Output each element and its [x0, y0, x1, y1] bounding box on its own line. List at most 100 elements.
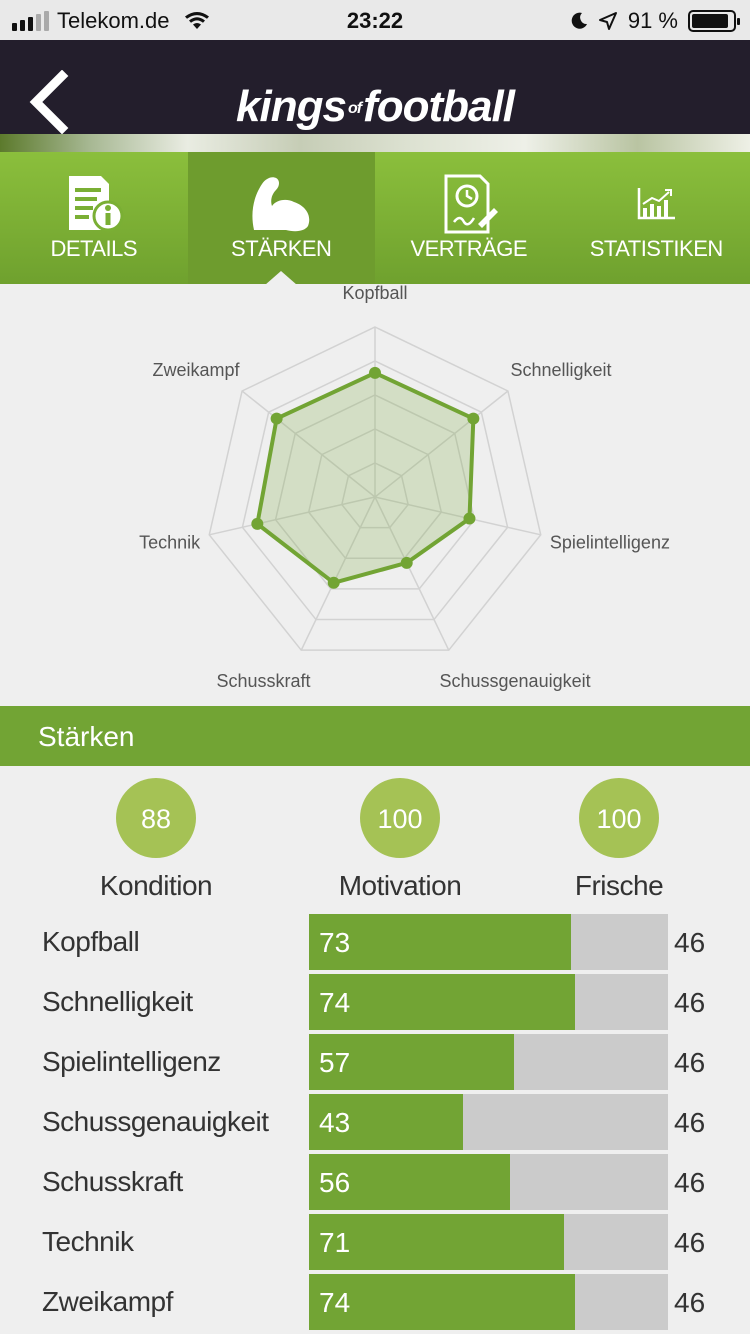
radar-axis-label-schusskraft: Schusskraft — [216, 671, 310, 691]
attribute-row-schnelligkeit: Schnelligkeit 74 46 — [0, 974, 750, 1030]
attribute-value: 74 — [319, 987, 351, 1018]
attribute-bar: 57 — [309, 1034, 668, 1090]
tab-vertraege-label: VERTRÄGE — [410, 236, 528, 261]
attribute-value: 43 — [319, 1107, 351, 1138]
grass-banner — [0, 134, 750, 152]
battery-fill — [692, 14, 729, 28]
radar-axis-label-technik: Technik — [139, 532, 201, 552]
radar-svg: Kopfball Schnelligkeit Spielintelligenz Sch… — [139, 284, 670, 691]
radar-axis-label-schussgenauigkeit: Schussgenauigkeit — [440, 671, 591, 691]
attribute-bar-fill — [309, 1274, 575, 1330]
moon-icon — [571, 12, 587, 29]
attribute-bar: 73 — [309, 914, 668, 970]
attribute-name: Kopfball — [42, 926, 140, 957]
wifi-icon — [184, 12, 209, 29]
tab-statistiken[interactable]: STATISTIKEN — [563, 152, 750, 284]
attribute-name: Schnelligkeit — [42, 986, 193, 1017]
attribute-max: 46 — [674, 1047, 706, 1078]
radar-labels: Kopfball Schnelligkeit Spielintelligenz Sch… — [139, 284, 670, 691]
attribute-max: 46 — [674, 1167, 706, 1198]
tab-details[interactable]: DETAILS — [0, 152, 188, 284]
radar-ring — [241, 360, 509, 621]
radar-point-schnelligkeit — [467, 412, 480, 425]
signal-icon — [12, 11, 49, 31]
tab-bar: DETAILS STÄRKEN VERTRÄGE STATISTIKEN — [0, 152, 750, 285]
attribute-bar-fill — [309, 914, 572, 970]
attribute-bar: 74 — [309, 974, 668, 1030]
attribute-value: 71 — [319, 1227, 351, 1258]
attribute-max: 46 — [674, 1287, 706, 1318]
logo-word-of: of — [347, 100, 362, 118]
attribute-value: 56 — [319, 1167, 351, 1198]
radar-point-schusskraft — [327, 576, 340, 589]
attribute-bar-fill — [309, 1094, 464, 1150]
summary-motivation: 100 Motivation — [280, 778, 520, 902]
radar-point-spielintelligenz — [463, 512, 476, 525]
attribute-bar: 56 — [309, 1154, 668, 1210]
attribute-bar: 71 — [309, 1214, 668, 1270]
tab-staerken[interactable]: STÄRKEN — [187, 152, 375, 285]
radar-ring — [274, 394, 476, 590]
attribute-value: 73 — [319, 927, 351, 958]
attribute-max: 46 — [674, 1107, 706, 1138]
statistics-chart-icon — [638, 188, 676, 220]
radar-grid — [208, 326, 542, 651]
radar-ring — [307, 428, 443, 560]
radar-series-area — [255, 370, 476, 585]
radar-axis-label-zweikampf: Zweikampf — [152, 360, 240, 380]
attribute-row-technik: Technik 71 46 — [0, 1214, 750, 1270]
radar-point-schussgenauigkeit — [400, 556, 413, 569]
back-button[interactable] — [24, 70, 74, 134]
attribute-name: Spielintelligenz — [42, 1046, 221, 1077]
radar-spoke — [209, 496, 376, 536]
radar-axis-label-kopfball: Kopfball — [342, 284, 407, 303]
summary-label: Motivation — [338, 870, 462, 901]
attribute-bar: 43 — [309, 1094, 668, 1150]
attribute-value: 74 — [319, 1287, 351, 1318]
summary-stats: 88 Kondition 100 Motivation 100 Frische — [0, 778, 750, 908]
logo-word-kings: kings — [236, 82, 347, 131]
attribute-max: 46 — [674, 1227, 706, 1258]
flexed-arm-icon — [252, 177, 310, 232]
attribute-value: 57 — [319, 1047, 351, 1078]
attribute-row-schussgenauigkeit: Schussgenauigkeit 43 46 — [0, 1094, 750, 1150]
status-time: 23:22 — [346, 8, 404, 33]
attribute-bar-fill — [309, 1214, 564, 1270]
summary-kondition: 88 Kondition — [36, 778, 276, 902]
radar-spoke — [300, 496, 376, 651]
attribute-row-schusskraft: Schusskraft 56 46 — [0, 1154, 750, 1210]
attribute-name: Schussgenauigkeit — [42, 1106, 269, 1137]
status-left: Telekom.de — [12, 8, 210, 34]
active-tab-pointer — [265, 271, 298, 285]
attribute-name: Technik — [42, 1226, 134, 1257]
attribute-max: 46 — [674, 927, 706, 958]
attribute-bar: 74 — [309, 1274, 668, 1330]
radar-point-kopfball — [369, 366, 381, 379]
radar-spoke — [241, 390, 376, 498]
tab-details-label: DETAILS — [50, 236, 138, 261]
location-arrow-icon — [598, 12, 617, 30]
summary-value-circle: 100 — [579, 778, 659, 858]
status-right: 91 % — [570, 8, 740, 34]
summary-value-circle: 100 — [360, 778, 440, 858]
tab-statistiken-label: STATISTIKEN — [589, 236, 724, 261]
tab-vertraege[interactable]: VERTRÄGE — [375, 152, 563, 284]
attribute-row-zweikampf: Zweikampf 74 46 — [0, 1274, 750, 1330]
radar-series — [251, 366, 480, 589]
summary-label: Kondition — [99, 870, 213, 901]
summary-frische: 100 Frische — [499, 778, 739, 902]
battery-percent: 91 % — [627, 8, 678, 33]
attribute-bar-fill — [309, 1154, 511, 1210]
app-logo: kings offootball — [0, 82, 750, 132]
radar-ring — [341, 462, 409, 529]
strengths-radar-chart: Kopfball Schnelligkeit Spielintelligenz Sch… — [0, 284, 750, 706]
battery-icon — [688, 10, 740, 32]
section-header-staerken: Stärken — [0, 706, 750, 766]
carrier-name: Telekom.de — [57, 8, 170, 33]
attribute-name: Schusskraft — [42, 1166, 183, 1197]
tab-staerken-label: STÄRKEN — [231, 236, 332, 261]
summary-value-circle: 88 — [116, 778, 196, 858]
radar-spoke — [374, 496, 450, 651]
status-bar: Telekom.de 23:22 91 % — [0, 0, 750, 40]
app-header: kings offootball — [0, 40, 750, 152]
